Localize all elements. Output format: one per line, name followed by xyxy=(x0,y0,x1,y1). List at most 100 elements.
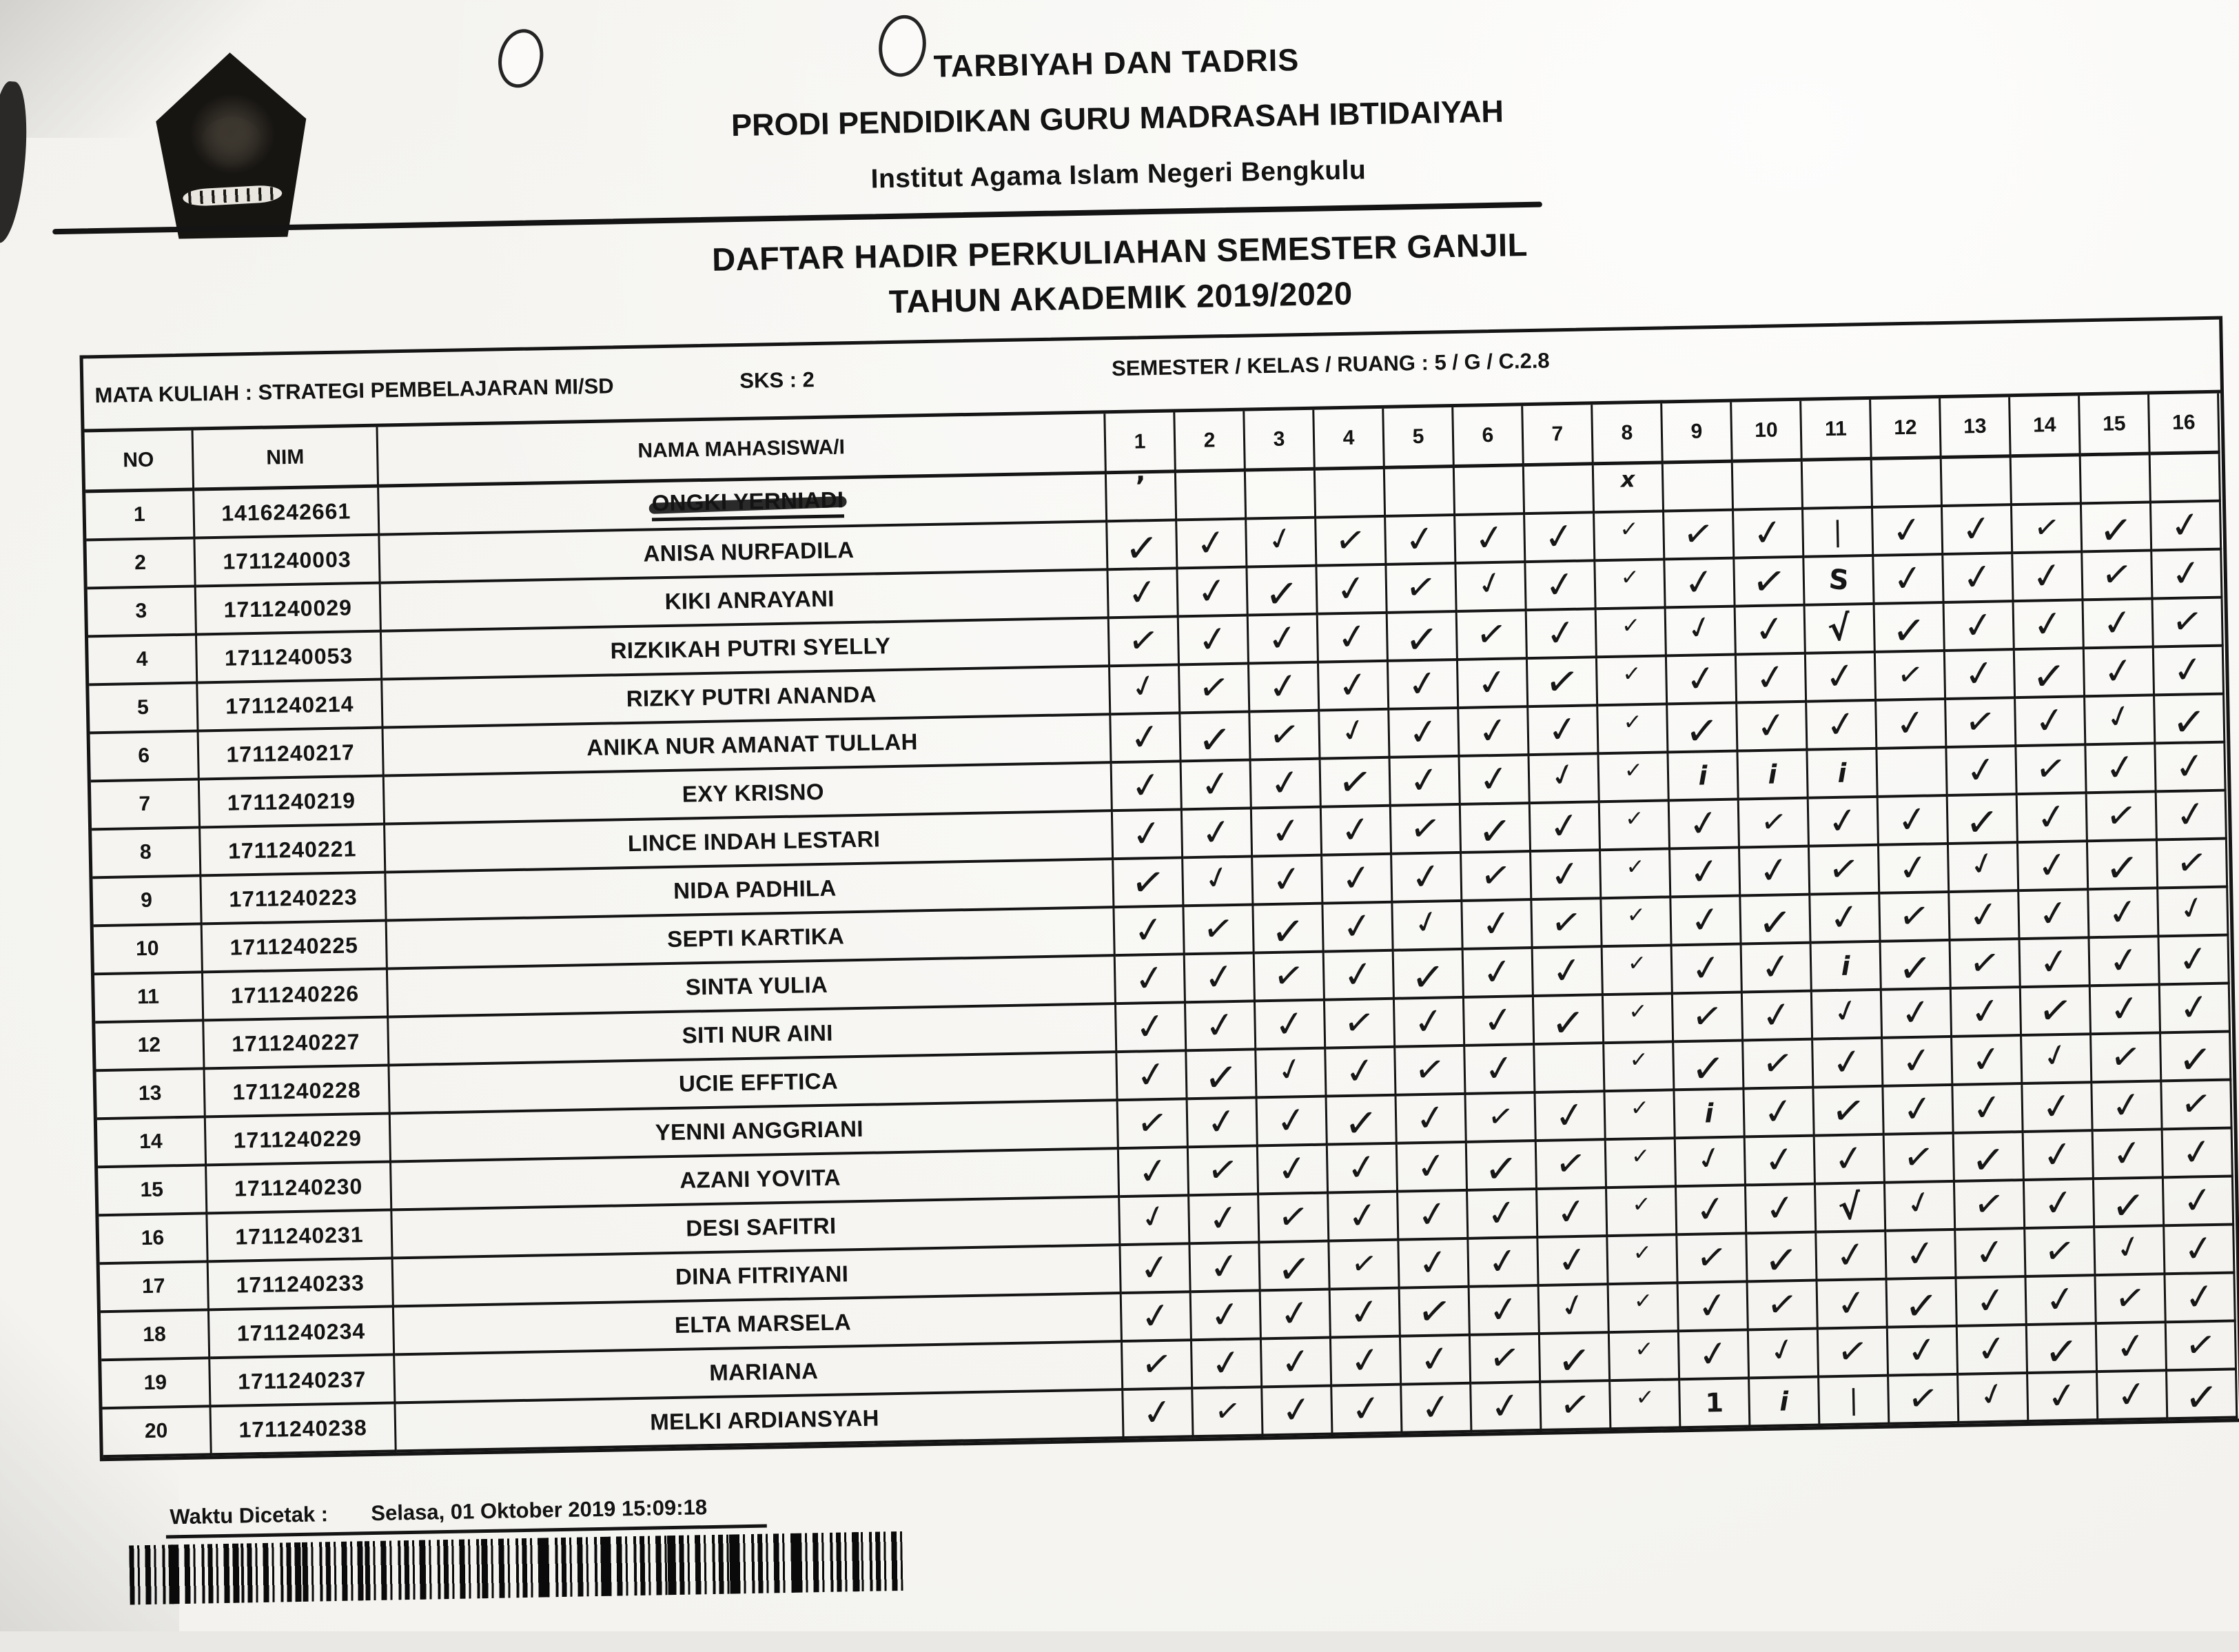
attendance-mark-cell: ✓ xyxy=(1180,664,1251,715)
attendance-mark-cell xyxy=(1315,469,1387,519)
attendance-mark: ✓ xyxy=(1207,1292,1243,1338)
attendance-mark: ʼ xyxy=(1135,471,1147,503)
attendance-mark: ✓ xyxy=(1823,654,1858,700)
attendance-mark-cell: ✓ xyxy=(1746,1185,1817,1235)
attendance-mark-cell: ✓ xyxy=(1402,1384,1473,1434)
attendance-mark-cell: ✓ xyxy=(1395,1046,1466,1097)
attendance-mark: ✓ xyxy=(1409,952,1446,1002)
attendance-mark: ✓ xyxy=(1479,901,1515,947)
attendance-mark: i xyxy=(1837,757,1847,788)
printed-time-label: Waktu Dicetak : xyxy=(170,1502,329,1529)
attendance-mark: ✓ xyxy=(1200,857,1234,899)
attendance-mark: ✓ xyxy=(1482,1046,1517,1092)
attendance-mark-cell: ✓ xyxy=(1116,1003,1187,1054)
attendance-mark: ✓ xyxy=(2176,937,2211,982)
attendance-mark: x xyxy=(1620,466,1635,493)
attendance-mark-cell: ✓ xyxy=(1744,1088,1815,1139)
attendance-mark: ✓ xyxy=(1409,855,1444,900)
student-name: NIDA PADHILA xyxy=(673,875,837,904)
attendance-mark-cell: ✓ xyxy=(1123,1389,1194,1440)
attendance-mark: ✓ xyxy=(1833,1233,1869,1278)
attendance-mark-cell: ✓ xyxy=(1884,1134,1955,1184)
attendance-mark: ✓ xyxy=(1687,850,1722,895)
attendance-mark: ✓ xyxy=(1759,993,1795,1039)
attendance-mark: ✓ xyxy=(1413,1096,1449,1141)
attendance-mark: ✓ xyxy=(2103,793,2139,839)
student-nim: 1711240237 xyxy=(210,1356,396,1408)
attendance-mark: ✓ xyxy=(1134,1052,1169,1098)
student-nim: 1711240029 xyxy=(196,584,382,636)
meeting-number-header: 7 xyxy=(1523,405,1594,467)
attendance-mark-cell: ✓ xyxy=(1873,507,1944,557)
attendance-mark-cell: ✓ xyxy=(1814,1135,1885,1185)
attendance-mark: ✓ xyxy=(2114,1324,2149,1369)
attendance-mark-cell: ✓ xyxy=(1389,708,1460,759)
attendance-mark: ✓ xyxy=(1202,955,1237,1000)
attendance-mark-cell: ✓ xyxy=(2089,937,2160,988)
attendance-mark-cell: ✓ xyxy=(1114,907,1185,957)
attendance-mark-cell: ✓ xyxy=(1392,853,1463,904)
attendance-mark-cell: ✓ xyxy=(1874,555,1945,605)
attendance-mark-cell xyxy=(1663,462,1735,513)
student-nim: 1711240219 xyxy=(199,777,386,829)
attendance-mark-cell: ✓ xyxy=(1327,1144,1399,1194)
student-name: RIZKY PUTRI ANANDA xyxy=(626,681,877,712)
attendance-mark-cell: ✓ xyxy=(2159,936,2230,986)
attendance-mark: √ xyxy=(1826,607,1853,650)
attendance-mark: ✓ xyxy=(2031,508,2062,547)
attendance-mark: ✓ xyxy=(1203,1053,1239,1102)
attendance-mark: ✓ xyxy=(1631,1190,1651,1218)
attendance-mark: ✓ xyxy=(1267,712,1302,758)
attendance-mark-cell: ✓ xyxy=(1947,747,2018,797)
attendance-mark: ✓ xyxy=(1905,1376,1941,1422)
attendance-mark: ✓ xyxy=(1473,563,1507,604)
row-number: 12 xyxy=(95,1021,205,1072)
attendance-mark-cell: ✓ xyxy=(1192,1340,1263,1390)
attendance-mark-cell: ✓ xyxy=(1248,615,1320,665)
attendance-mark-cell: ✓ xyxy=(1112,810,1184,861)
attendance-mark: ✓ xyxy=(1960,555,1996,600)
attendance-mark: | xyxy=(1848,1384,1859,1416)
attendance-mark: i xyxy=(1698,760,1708,791)
attendance-mark-cell: ✓ xyxy=(1943,554,2014,604)
attendance-mark-cell: ✓ xyxy=(1469,1238,1540,1288)
attendance-mark: ✓ xyxy=(1682,607,1717,649)
attendance-mark: ✓ xyxy=(1752,607,1788,653)
attendance-mark: ✓ xyxy=(1415,1192,1450,1238)
attendance-mark: ✓ xyxy=(1125,618,1162,664)
attendance-mark-cell: ✓ xyxy=(1111,714,1182,764)
attendance-mark: ✓ xyxy=(1975,1374,2009,1415)
attendance-mark: ✓ xyxy=(2100,600,2136,646)
attendance-mark-cell: ✓ xyxy=(1806,653,1877,703)
attendance-mark-cell: ✓ xyxy=(1108,569,1179,620)
attendance-mark: ✓ xyxy=(1274,1099,1309,1143)
column-header: NIM xyxy=(193,427,380,491)
attendance-mark-cell: ✓ xyxy=(1734,509,1805,560)
attendance-mark-cell: ✓ xyxy=(1677,1186,1748,1236)
attendance-mark-cell: ✓ xyxy=(1672,945,1743,995)
attendance-mark-cell xyxy=(1941,458,2012,508)
attendance-mark-cell: ✓ xyxy=(2023,1132,2094,1182)
attendance-mark: ✓ xyxy=(1196,715,1233,764)
attendance-mark-cell: ✓ xyxy=(2024,1180,2096,1230)
attendance-mark: ✓ xyxy=(2171,697,2207,746)
attendance-mark: ✓ xyxy=(1414,1144,1449,1190)
attendance-mark: ✓ xyxy=(1619,515,1639,542)
attendance-mark: ✓ xyxy=(1896,944,1933,993)
attendance-mark: ✓ xyxy=(1349,1245,1379,1283)
attendance-mark-cell: ✓ xyxy=(1327,1096,1398,1148)
attendance-mark-cell: ✓ xyxy=(1398,1191,1469,1241)
attendance-mark-cell: ✓ xyxy=(1956,1277,2027,1327)
attendance-mark: ✓ xyxy=(2175,888,2209,929)
attendance-mark: ✓ xyxy=(2183,1373,2220,1422)
attendance-mark: ✓ xyxy=(2030,553,2065,599)
attendance-mark-cell: ✓ xyxy=(1880,893,1951,943)
attendance-mark-cell: ✓ xyxy=(2157,839,2229,890)
student-nim: 1711240227 xyxy=(204,1018,390,1070)
attendance-mark: ✓ xyxy=(1626,949,1647,977)
attendance-mark: ✓ xyxy=(1486,1287,1522,1333)
attendance-mark-cell: ✓ xyxy=(1604,1043,1675,1093)
attendance-mark-cell: ✓ xyxy=(1668,704,1739,755)
logo-ribbon-banner xyxy=(183,185,283,207)
attendance-mark: ✓ xyxy=(2110,1181,2147,1230)
